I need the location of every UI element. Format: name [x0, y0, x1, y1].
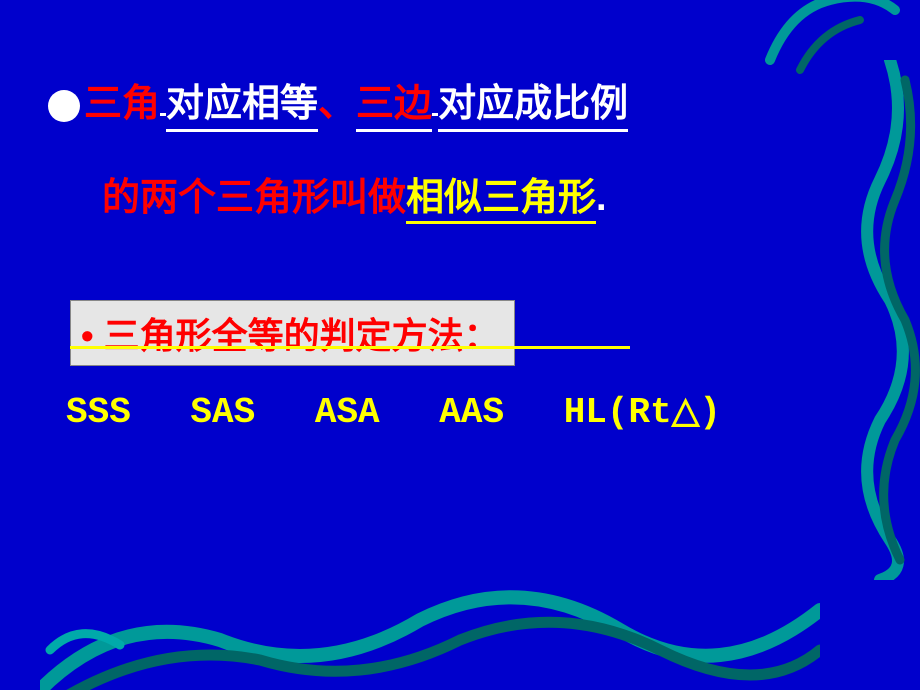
crayon-decoration-bottom	[40, 550, 820, 690]
heading-underline	[70, 346, 630, 349]
method-item: SAS	[190, 392, 255, 433]
method-item: AAS	[439, 392, 504, 433]
blank-answer-2: 对应成比例	[438, 72, 628, 132]
heading-bullet: •	[81, 315, 94, 356]
definition-prefix: 的两个三角形叫做	[102, 177, 406, 219]
bullet-circle-icon	[48, 90, 80, 122]
crayon-decoration-right	[840, 60, 920, 580]
definition-suffix: .	[596, 177, 607, 219]
blank-answer-1: 对应相等	[166, 72, 318, 132]
congruence-methods: SSS SAS ASA AAS HL(Rt△)	[66, 390, 721, 433]
crayon-decoration-top	[760, 0, 900, 80]
separator: 、	[318, 72, 356, 127]
method-item: HL(Rt△)	[564, 392, 721, 433]
term-three-angles: 三角	[84, 72, 160, 127]
method-item: SSS	[66, 392, 131, 433]
method-item: ASA	[315, 392, 380, 433]
congruence-heading: • 三角形全等的判定方法：	[70, 300, 515, 366]
term-three-sides: 三边	[356, 83, 432, 125]
definition-line-1: 三角 对应相等 、 三边 对应成比例	[48, 72, 628, 132]
definition-line-2: 的两个三角形叫做相似三角形.	[102, 166, 607, 221]
definition-term: 相似三角形	[406, 177, 596, 224]
slide: 三角 对应相等 、 三边 对应成比例 的两个三角形叫做相似三角形. • 三角形全…	[0, 0, 920, 690]
heading-text: 三角形全等的判定方法：	[104, 315, 500, 356]
